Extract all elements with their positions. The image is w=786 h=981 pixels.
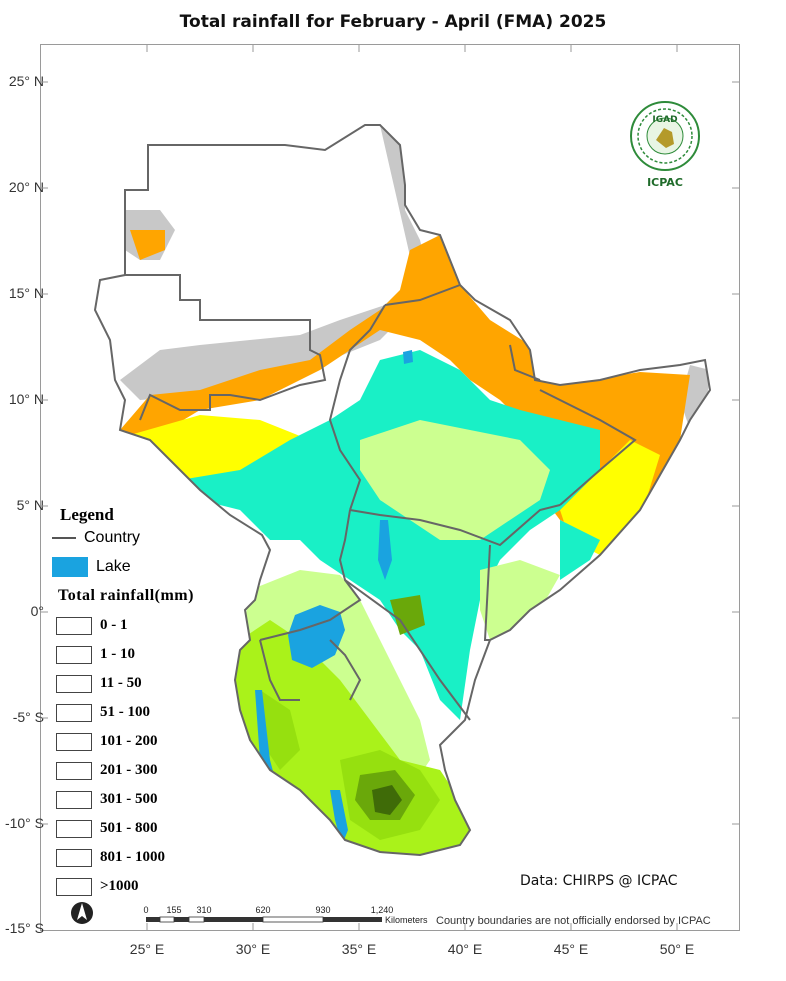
map-frame [40, 44, 740, 931]
class-label: 301 - 500 [100, 791, 158, 807]
class-swatch [56, 616, 92, 635]
legend-class: 501 - 800 [56, 814, 272, 843]
class-label: 101 - 200 [100, 733, 158, 749]
lon-label: 25° E [129, 941, 165, 957]
lat-label: 5° N [16, 497, 44, 513]
logo-bottom-text: ICPAC [647, 176, 683, 189]
lon-label: 40° E [447, 941, 483, 957]
scale-tick-label: 0 [143, 905, 148, 915]
class-label: 501 - 800 [100, 820, 158, 836]
lon-label: 45° E [553, 941, 589, 957]
legend-lake: Lake [52, 557, 272, 577]
lat-label: 20° N [8, 179, 44, 195]
rainfall-classes: 0 - 1 1 - 10 11 - 50 51 - 100 101 - 200 … [52, 611, 272, 901]
legend-country: Country [52, 529, 272, 547]
scale-tick-label: 310 [196, 905, 211, 915]
legend-lake-label: Lake [96, 558, 131, 575]
legend-class: 201 - 300 [56, 756, 272, 785]
legend: Legend Country Lake Total rainfall(mm) 0… [52, 505, 272, 901]
legend-class: >1000 [56, 872, 272, 901]
scale-unit: Kilometers [385, 915, 428, 925]
class-swatch [56, 732, 92, 751]
class-swatch [56, 848, 92, 867]
legend-country-label: Country [84, 529, 141, 546]
lon-label: 35° E [341, 941, 377, 957]
lon-label: 50° E [659, 941, 695, 957]
class-swatch [56, 703, 92, 722]
class-swatch [56, 645, 92, 664]
legend-class: 101 - 200 [56, 727, 272, 756]
legend-class: 301 - 500 [56, 785, 272, 814]
lat-label: -10° S [4, 815, 44, 831]
lat-label: 0° [30, 603, 44, 619]
legend-class: 11 - 50 [56, 669, 272, 698]
scale-tick-label: 1,240 [371, 905, 394, 915]
disclaimer: Country boundaries are not officially en… [436, 915, 711, 927]
logo-top-text: IGAD [652, 115, 677, 125]
country-borders [125, 274, 637, 721]
scale-tick-label: 155 [166, 905, 181, 915]
lat-label: 15° N [8, 285, 44, 301]
scale-bar: 0 155 310 620 930 1,240 Kilometers [140, 904, 440, 931]
lat-label: 10° N [8, 391, 44, 407]
class-swatch [56, 877, 92, 896]
grid-ticks [40, 44, 740, 931]
scale-tick-label: 620 [255, 905, 270, 915]
data-credit: Data: CHIRPS @ ICPAC [520, 873, 678, 889]
lake-swatch [52, 557, 88, 577]
country-line-swatch [52, 537, 76, 539]
legend-class: 1 - 10 [56, 640, 272, 669]
legend-title: Legend [60, 505, 114, 524]
class-swatch [56, 819, 92, 838]
legend-class: 0 - 1 [56, 611, 272, 640]
class-swatch [56, 674, 92, 693]
lon-label: 30° E [235, 941, 271, 957]
class-label: 51 - 100 [100, 704, 150, 720]
class-label: 1 - 10 [100, 646, 135, 662]
rainfall-legend-title: Total rainfall(mm) [58, 587, 194, 604]
legend-class: 51 - 100 [56, 698, 272, 727]
class-label: 0 - 1 [100, 617, 128, 633]
class-swatch [56, 761, 92, 780]
scale-tick-label: 930 [315, 905, 330, 915]
class-label: >1000 [100, 878, 139, 894]
region-outline [93, 124, 712, 857]
legend-class: 801 - 1000 [56, 843, 272, 872]
lat-label: -15° S [4, 920, 44, 936]
class-label: 201 - 300 [100, 762, 158, 778]
map-title: Total rainfall for February - April (FMA… [179, 12, 607, 32]
class-label: 11 - 50 [100, 675, 142, 691]
north-arrow-icon [71, 902, 93, 924]
lat-label: 25° N [8, 73, 44, 89]
lat-label: -5° S [12, 709, 44, 725]
icpac-logo-icon: IGAD ICPAC [626, 100, 704, 190]
class-label: 801 - 1000 [100, 849, 165, 865]
class-swatch [56, 790, 92, 809]
